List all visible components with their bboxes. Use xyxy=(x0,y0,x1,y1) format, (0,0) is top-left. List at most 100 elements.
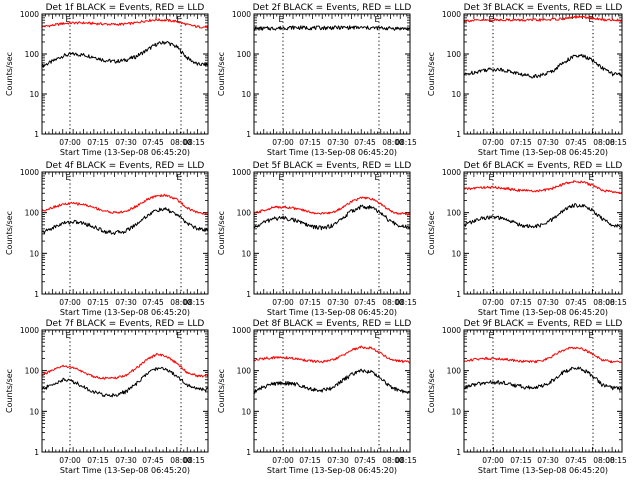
marker-e: E xyxy=(176,331,181,340)
lld-series-line xyxy=(463,180,623,195)
x-tick-label: 07:00 xyxy=(272,298,294,307)
x-tick-label: 08:15 xyxy=(395,456,417,465)
y-tick-label: 1000 xyxy=(20,10,39,19)
x-axis-label: Start Time (13-Sep-08 06:45:20) xyxy=(478,148,608,157)
y-axis-label: Counts/sec xyxy=(217,369,226,413)
y-axis-label: Counts/sec xyxy=(427,211,436,255)
plot-frame xyxy=(463,13,623,135)
x-tick-label: 07:30 xyxy=(115,138,137,147)
y-tick-label: 1 xyxy=(246,290,251,299)
marker-e: E xyxy=(588,331,593,340)
lld-series-line xyxy=(41,193,209,216)
y-tick-label: 1 xyxy=(34,290,39,299)
y-tick-label: 1 xyxy=(246,130,251,139)
marker-e: E xyxy=(65,173,70,182)
x-axis-label: Start Time (13-Sep-08 06:45:20) xyxy=(267,308,397,317)
y-tick-label: 1 xyxy=(246,448,251,457)
x-tick-label: 07:30 xyxy=(327,298,349,307)
marker-e: E xyxy=(65,331,70,340)
events-series-line xyxy=(254,25,411,31)
y-tick-label: 10 xyxy=(241,407,251,416)
marker-e: E xyxy=(488,173,493,182)
x-tick-label: 07:45 xyxy=(565,298,587,307)
panel-det-5: Det 5f BLACK = Events, RED = LLD Counts/s… xyxy=(217,161,417,317)
panel-det-1: Det 1f BLACK = Events, RED = LLD Counts/s… xyxy=(5,3,209,157)
lld-series-line xyxy=(463,15,623,23)
x-tick-label: 08:00 xyxy=(593,456,615,465)
x-tick-label: 08:00 xyxy=(382,298,404,307)
y-tick-label: 100 xyxy=(237,50,252,59)
y-tick-label: 100 xyxy=(25,50,40,59)
y-tick-label: 10 xyxy=(29,249,39,258)
panel-title: Det 8f BLACK = Events, RED = LLD xyxy=(253,319,412,329)
x-tick-label: 07:00 xyxy=(272,456,294,465)
panel-title: Det 6f BLACK = Events, RED = LLD xyxy=(464,161,623,171)
lld-series-line xyxy=(253,196,411,216)
panel-det-2: Det 2f BLACK = Events, RED = LLD Counts/s… xyxy=(217,3,417,157)
panel-title: Det 4f BLACK = Events, RED = LLD xyxy=(46,161,205,171)
marker-e: E xyxy=(374,15,379,24)
x-tick-label: 08:00 xyxy=(382,456,404,465)
marker-e: E xyxy=(588,15,593,24)
y-tick-label: 1000 xyxy=(232,168,251,177)
marker-e: E xyxy=(488,331,493,340)
y-tick-label: 100 xyxy=(25,367,40,376)
marker-e: E xyxy=(176,173,181,182)
panel-det-4: Det 4f BLACK = Events, RED = LLD Counts/s… xyxy=(5,161,209,317)
y-tick-label: 10 xyxy=(241,249,251,258)
x-tick-label: 07:30 xyxy=(537,138,559,147)
x-axis-label: Start Time (13-Sep-08 06:45:20) xyxy=(267,148,397,157)
y-axis-label: Counts/sec xyxy=(217,52,226,96)
plot-frame xyxy=(41,171,209,295)
y-axis-label: Counts/sec xyxy=(427,369,436,413)
y-tick-label: 1 xyxy=(456,448,461,457)
y-tick-label: 10 xyxy=(451,407,461,416)
x-tick-label: 08:00 xyxy=(593,298,615,307)
y-tick-label: 100 xyxy=(237,209,252,218)
x-tick-label: 08:15 xyxy=(605,298,627,307)
x-tick-label: 08:15 xyxy=(605,456,627,465)
plot-frame xyxy=(41,13,209,135)
x-tick-label: 07:45 xyxy=(565,456,587,465)
x-tick-label: 07:15 xyxy=(510,456,532,465)
y-tick-label: 1000 xyxy=(232,10,251,19)
lld-series-line xyxy=(463,346,623,364)
x-tick-label: 07:00 xyxy=(59,138,81,147)
x-tick-label: 07:00 xyxy=(59,456,81,465)
plot-frame xyxy=(253,171,411,295)
panel-det-8: Det 8f BLACK = Events, RED = LLD Counts/s… xyxy=(217,319,417,475)
y-axis-label: Counts/sec xyxy=(5,52,14,96)
x-axis-label: Start Time (13-Sep-08 06:45:20) xyxy=(60,466,190,475)
y-tick-label: 1 xyxy=(34,448,39,457)
y-tick-label: 100 xyxy=(237,367,252,376)
x-axis-label: Start Time (13-Sep-08 06:45:20) xyxy=(267,466,397,475)
x-tick-label: 07:00 xyxy=(482,456,504,465)
x-tick-label: 08:15 xyxy=(395,138,417,147)
x-axis-label: Start Time (13-Sep-08 06:45:20) xyxy=(478,466,608,475)
x-tick-label: 07:15 xyxy=(299,298,321,307)
panel-title: Det 1f BLACK = Events, RED = LLD xyxy=(46,3,205,13)
x-tick-label: 07:15 xyxy=(87,138,109,147)
marker-e: E xyxy=(374,331,379,340)
x-tick-label: 08:00 xyxy=(170,138,192,147)
events-series-line xyxy=(41,40,209,69)
panel-title: Det 7f BLACK = Events, RED = LLD xyxy=(46,319,205,329)
y-tick-label: 100 xyxy=(25,209,40,218)
x-tick-label: 07:45 xyxy=(142,298,164,307)
y-tick-label: 10 xyxy=(451,90,461,99)
events-series-line xyxy=(463,203,623,229)
y-tick-label: 1000 xyxy=(442,326,461,335)
y-axis-label: Counts/sec xyxy=(217,211,226,255)
x-tick-label: 07:30 xyxy=(115,456,137,465)
x-axis-label: Start Time (13-Sep-08 06:45:20) xyxy=(478,308,608,317)
x-tick-label: 07:15 xyxy=(299,138,321,147)
x-tick-label: 07:00 xyxy=(59,298,81,307)
x-tick-label: 07:00 xyxy=(482,138,504,147)
plot-frame xyxy=(253,13,411,135)
y-axis-label: Counts/sec xyxy=(427,52,436,96)
x-tick-label: 08:00 xyxy=(593,138,615,147)
plot-frame xyxy=(41,329,209,453)
y-tick-label: 1000 xyxy=(20,326,39,335)
y-tick-label: 10 xyxy=(29,90,39,99)
events-series-line xyxy=(41,207,209,236)
